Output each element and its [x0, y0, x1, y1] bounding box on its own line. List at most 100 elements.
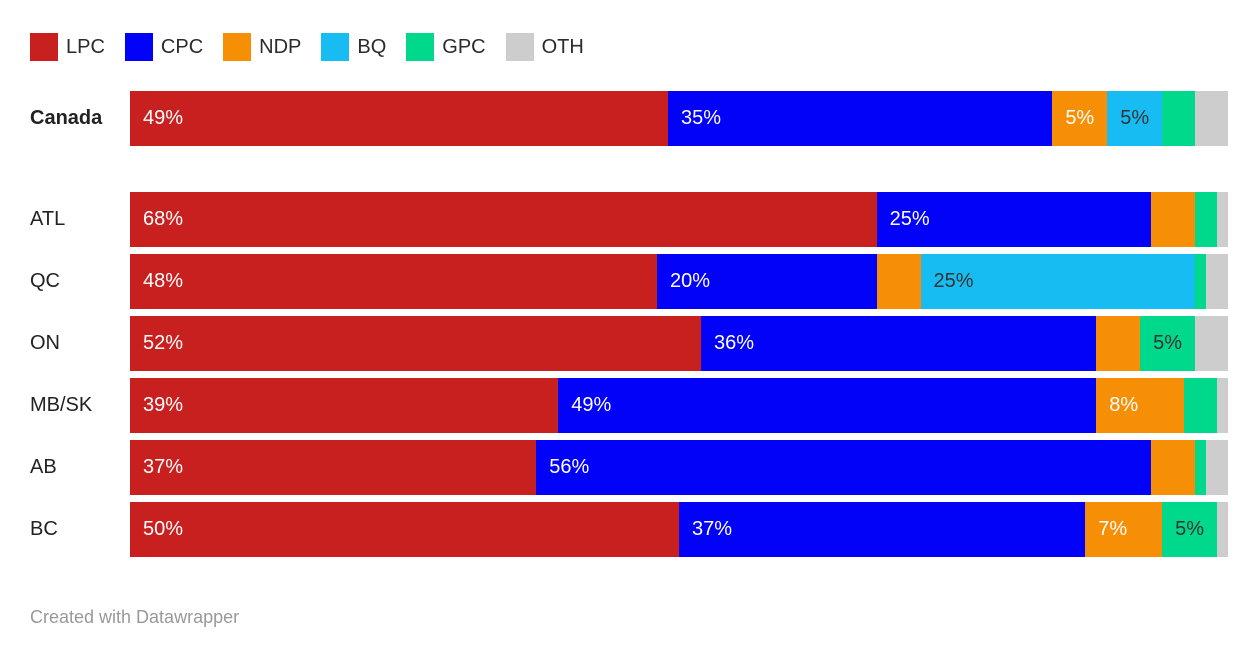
chart-row-atl: ATL 68% 25% — [30, 192, 1228, 247]
bar-segment-mb-sk-ndp: 8% — [1096, 378, 1185, 433]
legend-label-ndp: NDP — [259, 36, 302, 58]
bar-segment-ab-lpc: 37% — [130, 440, 537, 495]
bar-segment-ab-gpc — [1195, 440, 1206, 495]
bar-value-label-canada-ndp: 5% — [1065, 107, 1095, 129]
legend-item-lpc: LPC — [30, 33, 105, 61]
bar-value-label-ab-cpc: 56% — [549, 456, 590, 478]
bar-value-label-on-cpc: 36% — [713, 332, 754, 354]
bar-segment-qc-ndp — [876, 254, 921, 309]
bar-value-label-bc-ndp: 7% — [1098, 518, 1128, 540]
bar-segment-ab-ndp — [1151, 440, 1196, 495]
row-label-on: ON — [30, 332, 60, 354]
legend-label-bq: BQ — [357, 36, 387, 58]
bar-segment-atl-ndp — [1151, 192, 1196, 247]
bar-value-label-qc-bq: 25% — [933, 270, 974, 292]
row-label-atl: ATL — [30, 208, 66, 230]
bar-on: 52% 36% 5% — [130, 316, 1228, 371]
bar-value-label-qc-cpc: 20% — [670, 270, 711, 292]
legend-item-ndp: NDP — [223, 33, 301, 61]
bar-value-label-mb-sk-cpc: 49% — [571, 394, 612, 416]
bar-segment-bc-lpc: 50% — [130, 502, 679, 557]
chart-rows: Canada 49% 35% 5% 5% ATL 68% 25% QC 48% 20% 25% ON 52… — [30, 91, 1228, 557]
bar-value-label-atl-cpc: 25% — [889, 208, 930, 230]
legend-item-bq: BQ — [321, 33, 386, 61]
bar-value-label-ab-lpc: 37% — [143, 456, 184, 478]
chart-row-ab: AB 37% 56% — [30, 440, 1228, 495]
bar-segment-canada-bq: 5% — [1107, 91, 1163, 146]
bar-segment-atl-oth — [1216, 192, 1228, 247]
bar-segment-qc-oth — [1206, 254, 1228, 309]
bar-segment-bc-cpc: 37% — [679, 502, 1086, 557]
legend-item-cpc: CPC — [124, 33, 204, 61]
bar-value-label-bc-gpc: 5% — [1175, 518, 1205, 540]
bar-ab: 37% 56% — [130, 440, 1228, 495]
bar-value-label-mb-sk-ndp: 8% — [1109, 394, 1139, 416]
bar-segment-ab-oth — [1206, 440, 1228, 495]
bar-value-label-atl-lpc: 68% — [143, 208, 184, 230]
legend-label-cpc: CPC — [160, 36, 204, 58]
legend-swatch-bq — [321, 33, 350, 61]
bar-value-label-mb-sk-lpc: 39% — [143, 394, 184, 416]
attribution-text: Created with Datawrapper — [30, 607, 240, 627]
bar-segment-on-gpc: 5% — [1140, 316, 1196, 371]
bar-segment-mb-sk-oth — [1217, 378, 1228, 433]
bar-segment-atl-lpc: 68% — [130, 192, 877, 247]
bar-segment-on-lpc: 52% — [130, 316, 701, 371]
bar-canada: 49% 35% 5% 5% — [130, 91, 1228, 146]
chart-row-mb-sk: MB/SK 39% 49% 8% — [30, 378, 1228, 433]
bar-segment-bc-gpc: 5% — [1162, 502, 1217, 557]
bar-bc: 50% 37% 7% 5% — [130, 502, 1228, 557]
legend-swatch-gpc — [406, 33, 435, 61]
bar-value-label-canada-cpc: 35% — [681, 107, 722, 129]
bar-segment-canada-cpc: 35% — [668, 91, 1053, 146]
bar-qc: 48% 20% 25% — [130, 254, 1228, 309]
bar-segment-mb-sk-lpc: 39% — [130, 378, 559, 433]
row-label-bc: BC — [30, 518, 58, 540]
row-label-qc: QC — [30, 270, 60, 292]
row-label-ab: AB — [30, 456, 57, 478]
bar-segment-qc-bq: 25% — [920, 254, 1196, 309]
legend-item-gpc: GPC — [406, 33, 486, 61]
bar-value-label-bc-cpc: 37% — [692, 518, 733, 540]
chart-row-qc: QC 48% 20% 25% — [30, 254, 1228, 309]
bar-value-label-qc-lpc: 48% — [143, 270, 184, 292]
bar-segment-mb-sk-cpc: 49% — [558, 378, 1097, 433]
bar-segment-on-oth — [1195, 316, 1228, 371]
bar-value-label-on-gpc: 5% — [1153, 332, 1183, 354]
chart-row-canada: Canada 49% 35% 5% 5% — [30, 91, 1228, 146]
legend-item-oth: OTH — [505, 33, 584, 61]
legend: LPC CPC NDP BQ GPC OTH — [30, 33, 1228, 61]
bar-value-label-on-lpc: 52% — [143, 332, 184, 354]
bar-segment-canada-ndp: 5% — [1052, 91, 1108, 146]
bar-segment-canada-lpc: 49% — [130, 91, 669, 146]
bar-atl: 68% 25% — [130, 192, 1228, 247]
row-label-canada: Canada — [30, 107, 103, 129]
bar-segment-qc-lpc: 48% — [130, 254, 658, 309]
bar-segment-ab-cpc: 56% — [536, 440, 1152, 495]
bar-segment-on-cpc: 36% — [700, 316, 1097, 371]
chart-row-on: ON 52% 36% 5% — [30, 316, 1228, 371]
bar-segment-qc-cpc: 20% — [657, 254, 877, 309]
bar-segment-on-ndp — [1096, 316, 1141, 371]
legend-label-oth: OTH — [541, 36, 584, 58]
row-label-mb-sk: MB/SK — [30, 394, 93, 416]
legend-swatch-lpc — [30, 33, 58, 61]
bar-value-label-bc-lpc: 50% — [143, 518, 184, 540]
bar-value-label-canada-lpc: 49% — [143, 107, 184, 129]
bar-segment-atl-cpc: 25% — [876, 192, 1152, 247]
chart-row-bc: BC 50% 37% 7% 5% — [30, 502, 1228, 557]
legend-label-lpc: LPC — [66, 36, 105, 58]
legend-swatch-cpc — [124, 33, 153, 61]
legend-label-gpc: GPC — [442, 36, 486, 58]
bar-segment-mb-sk-gpc — [1184, 378, 1217, 433]
bar-segment-qc-gpc — [1195, 254, 1206, 309]
bar-segment-canada-gpc — [1162, 91, 1196, 146]
bar-mb-sk: 39% 49% 8% — [130, 378, 1228, 433]
stacked-bar-chart: LPC CPC NDP BQ GPC OTH Canada 49% 35% 5% 5% ATL 68%… — [30, 33, 1228, 628]
bar-segment-canada-oth — [1195, 91, 1228, 146]
bar-segment-bc-oth — [1217, 502, 1228, 557]
bar-segment-bc-ndp: 7% — [1085, 502, 1163, 557]
legend-swatch-ndp — [223, 33, 252, 61]
bar-segment-atl-gpc — [1195, 192, 1217, 247]
